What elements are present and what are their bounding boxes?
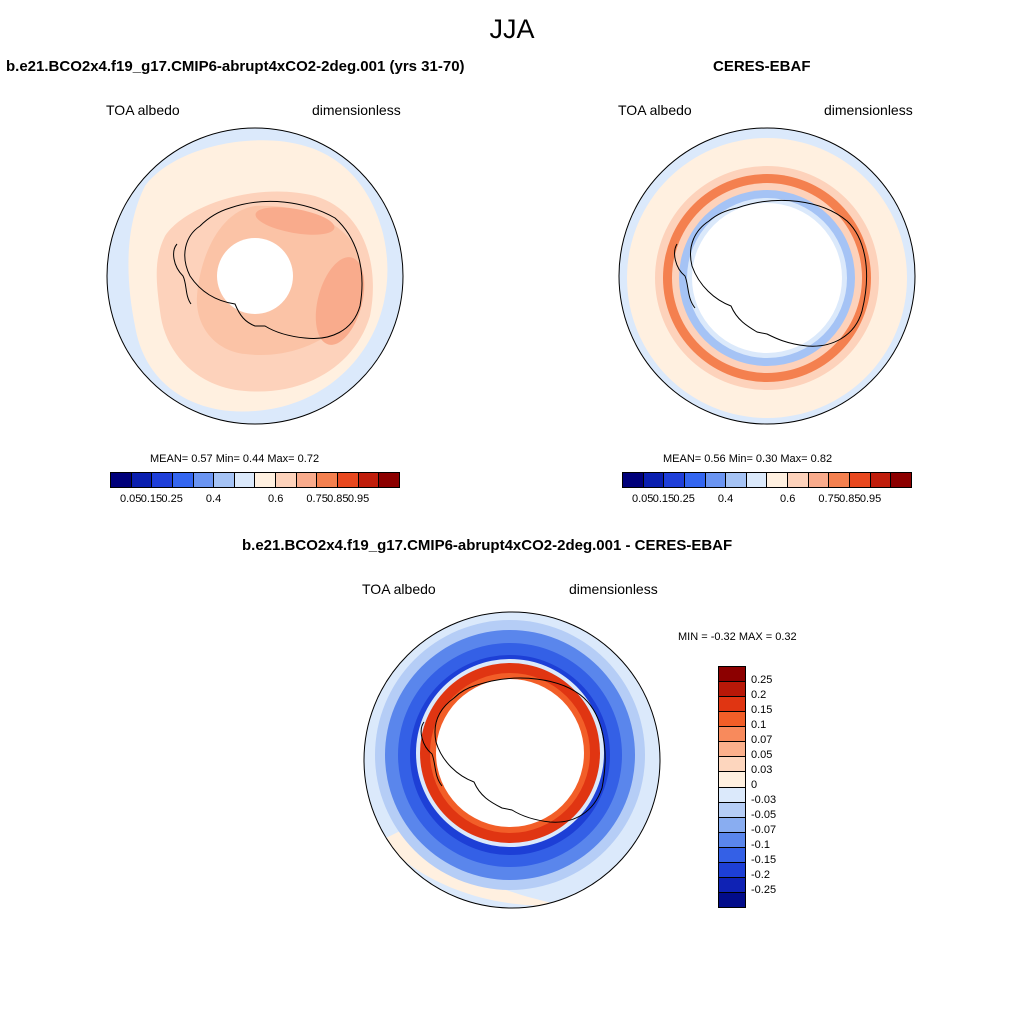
panel3-map bbox=[363, 611, 661, 909]
panel3-title: b.e21.BCO2x4.f19_g17.CMIP6-abrupt4xCO2-2… bbox=[242, 537, 733, 554]
colorbar-tick-label: 0.25 bbox=[751, 674, 773, 686]
colorbar-tick-label: 0.05 bbox=[751, 749, 773, 761]
colorbar-tick-label: -0.07 bbox=[751, 824, 777, 836]
colorbar-tick-label: 0.4 bbox=[205, 493, 222, 505]
colorbar-swatch bbox=[623, 473, 644, 487]
colorbar-swatch bbox=[379, 473, 399, 487]
colorbar-swatch bbox=[276, 473, 297, 487]
colorbar-swatch bbox=[193, 473, 215, 487]
colorbar-tick-label: 0.75 bbox=[818, 493, 840, 505]
colorbar-swatch bbox=[719, 757, 745, 773]
colorbar-tick-label: 0.25 bbox=[161, 493, 183, 505]
panel1-left-label: TOA albedo bbox=[106, 102, 180, 118]
colorbar-swatch bbox=[719, 847, 745, 863]
colorbar-tick-label: -0.25 bbox=[751, 884, 777, 896]
main-title: JJA bbox=[489, 14, 535, 44]
colorbar-swatch bbox=[719, 742, 745, 758]
colorbar-tick-label: 0.85 bbox=[839, 493, 861, 505]
colorbar-tick-label: 0.03 bbox=[751, 764, 773, 776]
colorbar-swatch bbox=[719, 862, 745, 878]
panel1-stats: MEAN= 0.57 Min= 0.44 Max= 0.72 bbox=[150, 453, 320, 465]
colorbar-tick-label: -0.15 bbox=[751, 854, 777, 866]
colorbar-tick-label: 0.25 bbox=[673, 493, 695, 505]
colorbar-tick-label: -0.05 bbox=[751, 809, 777, 821]
colorbar-swatch bbox=[719, 667, 745, 683]
colorbar-tick-label: 0.2 bbox=[751, 689, 767, 701]
colorbar-swatch bbox=[338, 473, 359, 487]
panel2-map bbox=[618, 127, 916, 425]
colorbar-swatch bbox=[172, 473, 194, 487]
colorbar-swatch bbox=[255, 473, 277, 487]
colorbar-swatch bbox=[767, 473, 789, 487]
colorbar-tick-label: -0.1 bbox=[751, 839, 770, 851]
panel3-colorbar bbox=[718, 666, 746, 908]
colorbar-tick-label: 0 bbox=[751, 779, 758, 791]
colorbar-swatch bbox=[719, 712, 745, 728]
colorbar-tick-label: 0.15 bbox=[652, 493, 675, 505]
panel2-title: CERES-EBAF bbox=[713, 58, 811, 75]
colorbar-swatch bbox=[317, 473, 339, 487]
colorbar-swatch bbox=[719, 817, 745, 833]
colorbar-tick-label: -0.03 bbox=[751, 794, 777, 806]
colorbar-swatch bbox=[719, 787, 745, 803]
colorbar-swatch bbox=[719, 802, 745, 818]
panel1-colorbar bbox=[110, 472, 400, 488]
colorbar-swatch bbox=[719, 832, 745, 848]
panel1-title: b.e21.BCO2x4.f19_g17.CMIP6-abrupt4xCO2-2… bbox=[6, 58, 465, 75]
colorbar-swatch bbox=[719, 772, 745, 788]
colorbar-swatch bbox=[788, 473, 809, 487]
colorbar-tick-label: 0.4 bbox=[717, 493, 734, 505]
panel2-colorbar bbox=[622, 472, 912, 488]
colorbar-tick-label: -0.2 bbox=[751, 869, 770, 881]
colorbar-swatch bbox=[726, 473, 747, 487]
panel1-colorbar-ticks: 0.05 0.15 0.25 0.4 0.6 0.75 0.85 0.95 bbox=[110, 493, 400, 507]
panel2-stats: MEAN= 0.56 Min= 0.30 Max= 0.82 bbox=[663, 453, 833, 465]
colorbar-swatch bbox=[719, 697, 745, 713]
colorbar-swatch bbox=[719, 682, 745, 698]
colorbar-swatch bbox=[131, 473, 153, 487]
panel2-left-label: TOA albedo bbox=[618, 102, 692, 118]
colorbar-swatch bbox=[358, 473, 380, 487]
colorbar-swatch bbox=[214, 473, 235, 487]
colorbar-swatch bbox=[829, 473, 851, 487]
colorbar-swatch bbox=[152, 473, 173, 487]
colorbar-swatch bbox=[891, 473, 911, 487]
panel3-left-label: TOA albedo bbox=[362, 581, 436, 597]
colorbar-swatch bbox=[234, 473, 256, 487]
colorbar-tick-label: 0.1 bbox=[751, 719, 767, 731]
colorbar-swatch bbox=[684, 473, 706, 487]
panel1-map bbox=[106, 127, 404, 425]
colorbar-tick-label: 0.15 bbox=[140, 493, 163, 505]
panel3-stats: MIN = -0.32 MAX = 0.32 bbox=[678, 631, 797, 643]
colorbar-tick-label: 0.05 bbox=[119, 493, 142, 505]
colorbar-tick-label: 0.75 bbox=[306, 493, 328, 505]
colorbar-tick-label: 0.6 bbox=[780, 493, 796, 505]
colorbar-tick-label: 0.07 bbox=[751, 734, 773, 746]
colorbar-tick-label: 0.85 bbox=[327, 493, 349, 505]
colorbar-swatch bbox=[643, 473, 665, 487]
panel2-colorbar-ticks: 0.05 0.15 0.25 0.4 0.6 0.75 0.85 0.95 bbox=[622, 493, 912, 507]
panel3-right-label: dimensionless bbox=[569, 581, 658, 597]
colorbar-swatch bbox=[719, 727, 745, 743]
colorbar-swatch bbox=[296, 473, 318, 487]
colorbar-tick-label: 0.05 bbox=[631, 493, 654, 505]
panel3-colorbar-ticks: 0.25 0.2 0.15 0.1 0.07 0.05 0.03 0 -0.03 -0.05 -0.… bbox=[751, 666, 791, 908]
colorbar-tick-label: 0.15 bbox=[751, 704, 773, 716]
colorbar-swatch bbox=[746, 473, 768, 487]
colorbar-swatch bbox=[664, 473, 685, 487]
panel2-right-label: dimensionless bbox=[824, 102, 913, 118]
panel1-right-label: dimensionless bbox=[312, 102, 401, 118]
colorbar-tick-label: 0.95 bbox=[859, 493, 882, 505]
colorbar-tick-label: 0.95 bbox=[347, 493, 370, 505]
colorbar-swatch bbox=[111, 473, 132, 487]
colorbar-swatch bbox=[719, 877, 745, 893]
colorbar-tick-label: 0.6 bbox=[268, 493, 284, 505]
colorbar-swatch bbox=[808, 473, 830, 487]
colorbar-swatch bbox=[719, 892, 745, 907]
colorbar-swatch bbox=[870, 473, 892, 487]
colorbar-swatch bbox=[705, 473, 727, 487]
colorbar-swatch bbox=[850, 473, 871, 487]
